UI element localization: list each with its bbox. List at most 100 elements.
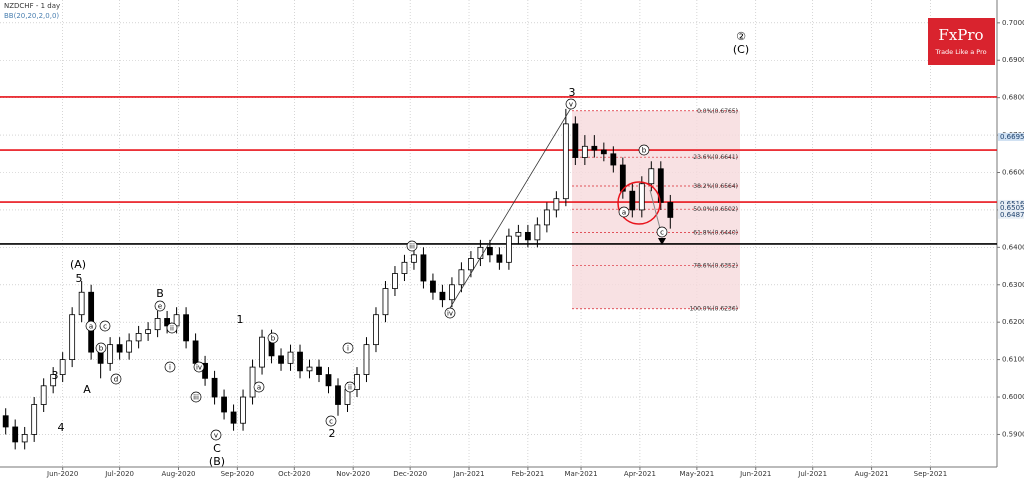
trend-line — [449, 107, 572, 309]
candle-body — [487, 246, 493, 256]
wave-circle — [164, 361, 176, 373]
wave-circle — [190, 391, 202, 403]
candle-body — [40, 385, 47, 405]
wave-circle — [110, 373, 122, 385]
wave-label: iv — [196, 364, 202, 372]
wave-circle — [325, 415, 337, 427]
candle-body — [69, 314, 76, 361]
candle-body — [183, 314, 189, 342]
x-tick-label: Aug-2021 — [855, 470, 889, 478]
highlight-circle — [617, 181, 661, 225]
candle-body — [382, 288, 389, 316]
wave-label: C — [213, 442, 221, 455]
candle-body — [667, 202, 674, 218]
candle-body — [562, 123, 569, 200]
wave-label: iii — [193, 394, 199, 402]
candle-body — [610, 153, 617, 166]
candle-body — [59, 359, 66, 375]
wave-circle — [85, 320, 97, 332]
candle-body — [145, 329, 152, 334]
candle-body — [278, 355, 284, 364]
candle-body — [648, 168, 655, 185]
wave-label: (C) — [733, 43, 749, 56]
fib-label: 38.2%(0.6564) — [693, 183, 738, 190]
fib-label: 100.0%(0.6236) — [689, 306, 738, 313]
price-tag-label: 0.6487 — [1000, 211, 1024, 219]
candle-body — [449, 284, 455, 301]
x-tick-label: Jul-2020 — [104, 470, 134, 478]
candle-body — [657, 168, 664, 203]
candle-body — [297, 351, 303, 372]
candle-body — [553, 198, 560, 211]
candle-body — [638, 183, 645, 211]
wave-label: (A) — [70, 258, 86, 271]
candle-body — [325, 374, 332, 387]
fib-label: 0.0%(0.6765) — [697, 108, 738, 115]
x-tick-label: Mar-2021 — [564, 470, 597, 478]
wave-circle — [95, 342, 107, 354]
candle-body — [619, 164, 626, 192]
candle-body — [31, 404, 38, 435]
candle-body — [458, 269, 465, 286]
wave-label: c — [329, 418, 333, 426]
wave-label: a — [622, 209, 626, 217]
logo-box — [928, 18, 995, 65]
candle-body — [249, 366, 256, 398]
wave-label: i — [347, 345, 349, 353]
wave-label: 4 — [58, 421, 65, 434]
x-tick-label: Jan-2021 — [452, 470, 484, 478]
wave-label: ② — [736, 30, 746, 43]
candle-body — [496, 254, 503, 263]
fib-label: 61.8%(0.6440) — [693, 229, 738, 236]
wave-circle — [406, 240, 418, 252]
candle-body — [430, 280, 436, 293]
candle-body — [107, 344, 114, 364]
wave-circle — [344, 381, 356, 393]
x-tick-label: Sep-2021 — [914, 470, 948, 478]
candle-body — [392, 273, 398, 289]
wave-circle — [253, 381, 265, 393]
wave-label: i — [169, 364, 171, 372]
candle-body — [468, 258, 474, 271]
wave-circle — [444, 307, 456, 319]
x-tick-label: Jun-2020 — [46, 470, 78, 478]
wave-circle — [166, 322, 178, 334]
candle-body — [221, 396, 227, 413]
x-tick-label: Apr-2021 — [624, 470, 656, 478]
candle-body — [116, 344, 123, 353]
candle-body — [363, 344, 370, 375]
wave-label: v — [214, 432, 218, 440]
candle-body — [373, 314, 379, 346]
wave-label: A — [83, 383, 91, 396]
x-tick-label: Jul-2021 — [797, 470, 827, 478]
candle-body — [240, 396, 246, 424]
candle-body — [97, 351, 104, 364]
logo-tagline: Trade Like a Pro — [934, 48, 986, 56]
fib-zone — [572, 110, 740, 309]
candle-body — [154, 318, 161, 331]
arrow-head — [658, 238, 666, 245]
wave-label: c — [103, 323, 107, 331]
candle-body — [572, 123, 579, 158]
logo-name: FxPro — [938, 26, 983, 44]
wave-circle — [210, 429, 222, 441]
candle-body — [600, 149, 607, 155]
candle-body — [354, 374, 360, 390]
candle-body — [515, 231, 522, 237]
wave-label: v — [569, 101, 573, 109]
x-tick-label: Nov-2020 — [336, 470, 370, 478]
candle-body — [135, 333, 142, 342]
candle-body — [230, 411, 237, 424]
candle-body — [2, 415, 9, 428]
candle-body — [581, 145, 588, 158]
wave-label: b — [99, 345, 104, 353]
candle-body — [505, 235, 512, 263]
candle-body — [211, 377, 218, 398]
